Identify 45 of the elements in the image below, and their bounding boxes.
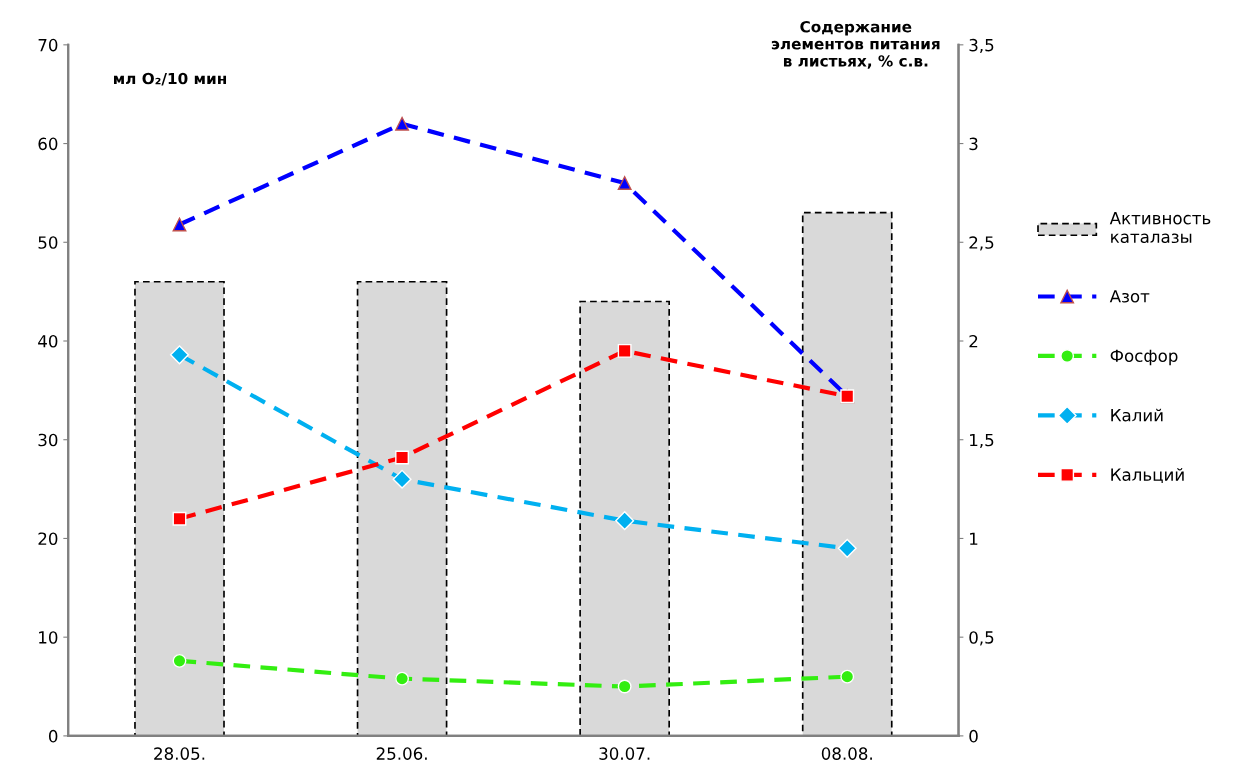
y2-tick-label: 0,5 [969,631,994,646]
y-axis-title: мл O₂/10 мин [114,72,227,86]
x-tick-label: 25.06. [376,747,427,760]
bar [134,280,225,736]
y2-tick-label: 3 [969,137,978,151]
y2-tick-label: 2,5 [969,236,994,251]
y2-tick-label: 0 [969,729,978,743]
point [172,511,187,526]
y2-tick-label: 1 [970,532,978,545]
point [395,671,410,686]
point [615,511,635,531]
y-tick-label: 10 [39,631,58,644]
point [617,679,632,694]
point [172,653,187,668]
point [395,450,410,465]
point [395,116,410,131]
x-tick-label: 28.05. [154,747,205,760]
legend-label: Активность каталазы [1109,212,1211,244]
x-tick-label: 30.07. [599,747,650,760]
point [617,343,632,358]
legend-label: Фосфор [1110,349,1178,366]
y2-axis-title: Содержание элементов питания в листьях, % с.в. [771,20,940,69]
y-tick-label: 40 [38,334,58,348]
point [169,345,190,365]
point [172,217,187,232]
y-tick-label: 70 [38,38,58,52]
y-tick-label: 0 [48,729,58,743]
legend-label: Кальций [1111,468,1184,484]
legend-label: Калий [1111,408,1163,422]
y2-tick-label: 3,5 [969,38,994,54]
x-tick-label: 08.08. [821,747,872,760]
y-tick-label: 50 [38,236,58,249]
y2-tick-label: 1,5 [970,433,994,448]
y2-tick-label: 2 [969,334,978,348]
bar [801,211,893,736]
point [840,669,855,684]
y-tick-label: 60 [38,137,58,151]
point [617,176,632,190]
y-tick-label: 30 [38,433,58,447]
y-tick-label: 20 [38,532,58,546]
bar [579,300,671,736]
point [837,538,857,558]
bar [356,280,448,736]
point [392,469,412,489]
legend-label: Азот [1109,290,1150,303]
